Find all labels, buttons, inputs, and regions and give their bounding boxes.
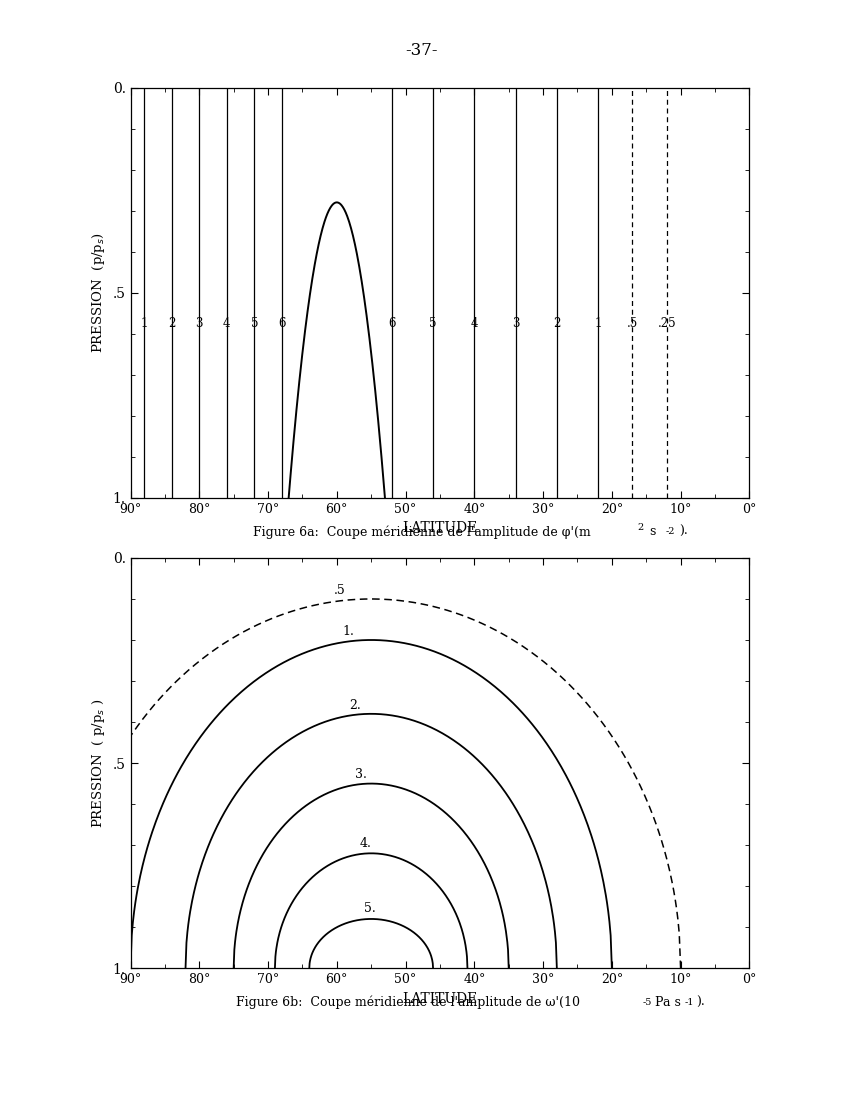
Text: s: s <box>646 525 656 538</box>
Text: .5: .5 <box>626 317 638 330</box>
Text: 3: 3 <box>512 317 520 330</box>
Text: 3: 3 <box>195 317 203 330</box>
Text: 2: 2 <box>168 317 175 330</box>
Text: Figure 6a:  Coupe méridienne de l'amplitude de φ'(m: Figure 6a: Coupe méridienne de l'amplitu… <box>253 525 590 538</box>
Text: -1: -1 <box>685 998 694 1006</box>
Text: 1: 1 <box>141 317 148 330</box>
Text: ).: ). <box>696 996 705 1009</box>
Text: 5: 5 <box>429 317 437 330</box>
Text: 2: 2 <box>637 523 643 532</box>
Text: 2.: 2. <box>349 698 360 711</box>
Text: 5.: 5. <box>364 903 376 916</box>
Text: .25: .25 <box>658 317 676 330</box>
Text: Figure 6b:  Coupe méridienne de l'amplitude de ω'(10: Figure 6b: Coupe méridienne de l'amplitu… <box>236 996 580 1009</box>
Y-axis label: PRESSION  ( p/p$_s$ ): PRESSION ( p/p$_s$ ) <box>90 698 107 828</box>
Text: 2: 2 <box>553 317 561 330</box>
Text: 4: 4 <box>223 317 231 330</box>
Text: 1: 1 <box>594 317 602 330</box>
Y-axis label: PRESSION  (p/p$_s$): PRESSION (p/p$_s$) <box>90 232 107 353</box>
Text: .5: .5 <box>334 584 346 597</box>
Text: 6: 6 <box>388 317 396 330</box>
Text: -5: -5 <box>642 998 652 1006</box>
Text: -2: -2 <box>665 527 674 536</box>
Text: Pa s: Pa s <box>655 996 681 1009</box>
X-axis label: LATITUDE: LATITUDE <box>402 521 477 535</box>
Text: 1.: 1. <box>343 625 354 638</box>
X-axis label: LATITUDE: LATITUDE <box>402 991 477 1005</box>
Text: 6: 6 <box>278 317 285 330</box>
Text: -37-: -37- <box>405 42 437 59</box>
Text: 5: 5 <box>251 317 258 330</box>
Text: 3.: 3. <box>354 768 366 781</box>
Text: 4: 4 <box>471 317 478 330</box>
Text: ).: ). <box>679 525 687 538</box>
Text: 4.: 4. <box>360 837 371 850</box>
